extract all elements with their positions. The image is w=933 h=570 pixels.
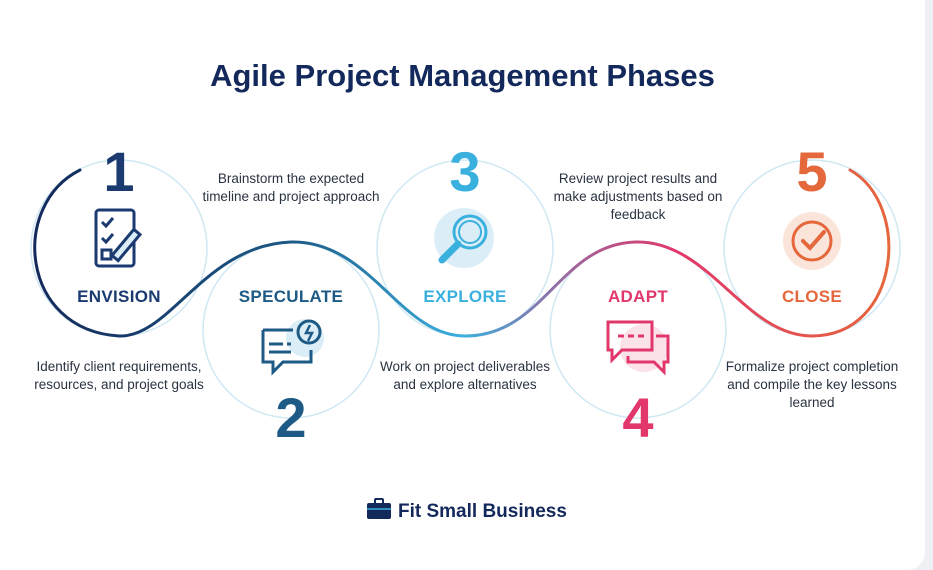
phase-4-number: 4 bbox=[622, 386, 654, 449]
phase-4-label: ADAPT bbox=[607, 287, 669, 306]
page-title: Agile Project Management Phases bbox=[210, 58, 715, 93]
chat-bubbles-icon bbox=[604, 318, 672, 385]
brand-name: Fit Small Business bbox=[398, 500, 567, 522]
phase-1-description: Identify client requirements, resources,… bbox=[34, 359, 204, 392]
phase-3-description: Work on project deliverables and explore… bbox=[379, 359, 551, 392]
idea-chat-icon bbox=[257, 316, 325, 383]
briefcase-icon bbox=[366, 498, 392, 525]
phase-4-description: Review project results and make adjustme… bbox=[553, 171, 723, 222]
phase-3-label: EXPLORE bbox=[423, 287, 507, 306]
magnifier-icon bbox=[432, 206, 496, 275]
check-circle-icon bbox=[781, 210, 843, 277]
phase-1-label: ENVISION bbox=[77, 287, 161, 306]
phase-2-description: Brainstorm the expected timeline and pro… bbox=[202, 171, 380, 204]
phase-5-description: Formalize project completion and compile… bbox=[725, 359, 899, 410]
phase-2-label: SPECULATE bbox=[238, 287, 344, 306]
phase-5-label: CLOSE bbox=[781, 287, 843, 306]
phase-3-number: 3 bbox=[449, 140, 481, 203]
phase-1-number: 1 bbox=[103, 140, 135, 203]
brand-logo: Fit Small Business bbox=[366, 498, 567, 525]
phase-2-number: 2 bbox=[275, 386, 307, 449]
wave-line bbox=[33, 168, 891, 338]
phase-5-number: 5 bbox=[796, 140, 828, 203]
checklist-icon bbox=[92, 208, 152, 275]
